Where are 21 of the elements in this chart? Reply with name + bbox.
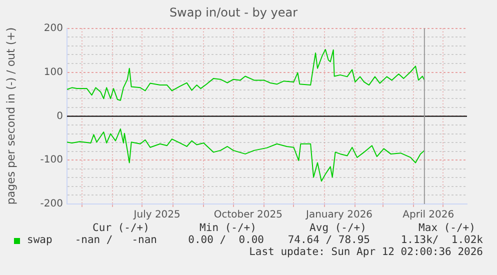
x-tick-label: April 2026: [402, 210, 454, 221]
text: Avg (-/+): [310, 222, 366, 234]
y-tick-label: 100: [44, 66, 63, 78]
x-tick-label: October 2025: [214, 210, 283, 221]
text: Max (-/+): [418, 222, 476, 234]
text: Min (-/+): [200, 222, 256, 234]
text: 0.00 / 0.00: [188, 234, 264, 246]
text: 74.64 / 78.95: [288, 234, 370, 246]
y-tick-label: 0: [56, 110, 63, 122]
chart-title: Swap in/out - by year: [169, 5, 298, 20]
x-tick-label: July 2025: [132, 210, 180, 221]
legend-label: swap: [27, 234, 52, 246]
y-axis-title: pages per second in (-) / out (+): [4, 27, 18, 205]
text: -nan / -nan: [74, 234, 157, 246]
y-tick-label: -100: [40, 154, 63, 166]
y-tick-label: -200: [40, 198, 63, 210]
x-tick-label: January 2026: [305, 210, 373, 221]
text: Last update: Sun Apr 12 02:00:36 2026: [249, 246, 483, 258]
y-tick-label: 200: [44, 22, 63, 34]
text: Cur (-/+): [92, 222, 150, 234]
text: 1.13k/ 1.02k: [400, 234, 483, 246]
